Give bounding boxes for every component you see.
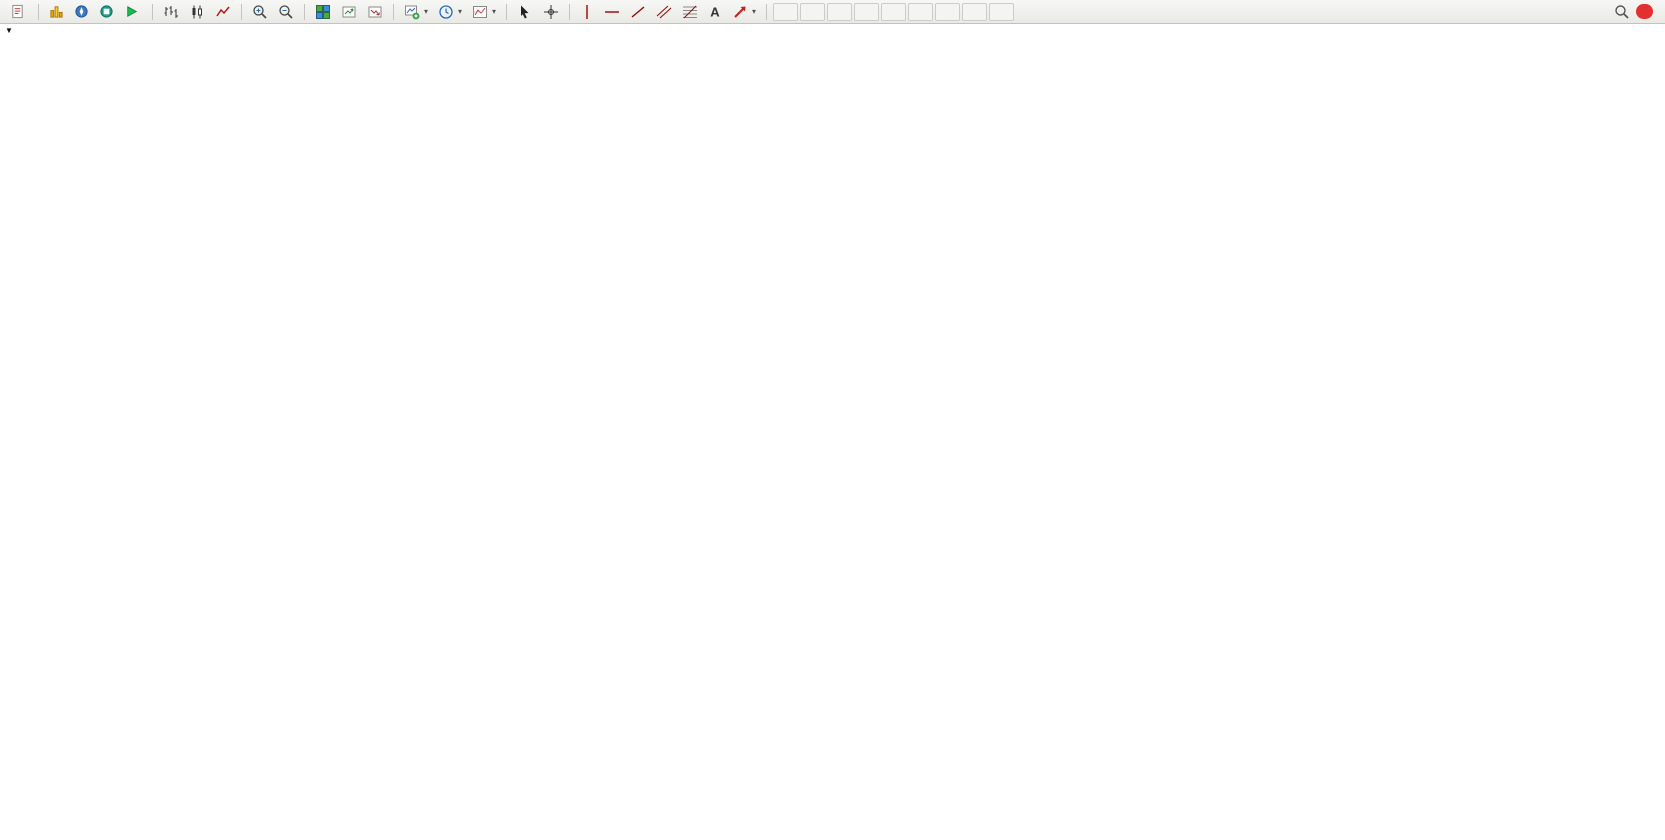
chart-line-button[interactable] <box>211 2 235 22</box>
timeframe-d1[interactable] <box>935 2 961 21</box>
channel-button[interactable] <box>652 2 676 22</box>
toolbar-separator <box>393 3 394 20</box>
notification-badge[interactable] <box>1636 4 1653 19</box>
arrange-up-icon <box>342 6 356 17</box>
svg-text:A: A <box>710 4 720 19</box>
text-label-button[interactable]: A <box>704 2 726 22</box>
tile-windows-button[interactable] <box>311 2 335 22</box>
templates-button[interactable]: ▾ <box>468 2 500 22</box>
search-button[interactable] <box>1610 2 1634 22</box>
trendline-button[interactable] <box>626 2 650 22</box>
chevron-down-icon: ▾ <box>492 7 497 16</box>
trendline-icon <box>631 5 645 18</box>
symbol-dropdown-icon[interactable]: ▼ <box>5 26 13 35</box>
chevron-down-icon: ▾ <box>458 7 463 16</box>
new-order-icon <box>12 4 23 19</box>
crosshair-icon <box>544 4 559 19</box>
new-order-button[interactable] <box>6 2 32 22</box>
chart-template-icon <box>473 5 488 18</box>
timeframe-h4[interactable] <box>908 2 934 21</box>
timeframe-m30[interactable] <box>854 2 880 21</box>
cursor-arrow-icon <box>521 5 529 18</box>
search-icon <box>1615 4 1629 19</box>
chevron-down-icon: ▾ <box>752 7 757 16</box>
arrows-button[interactable]: ▾ <box>728 2 760 22</box>
crosshair-button[interactable] <box>539 2 563 22</box>
navigator-button[interactable] <box>70 2 93 22</box>
cascade-windows-button[interactable] <box>363 2 387 22</box>
price-chart[interactable] <box>0 24 1568 786</box>
auto-trading-button[interactable] <box>120 2 146 22</box>
zoom-in-icon <box>253 4 267 19</box>
chart-window[interactable]: ▼ <box>0 24 1665 840</box>
add-indicator-button[interactable]: ▾ <box>400 2 432 22</box>
zoom-in-button[interactable] <box>248 2 272 22</box>
add-indicator-icon <box>405 5 420 19</box>
timeframe-w1[interactable] <box>962 2 988 21</box>
zoom-out-button[interactable] <box>274 2 298 22</box>
arrange-down-icon <box>368 6 382 17</box>
toolbar-separator <box>38 3 39 20</box>
timeframe-m1[interactable] <box>773 2 799 21</box>
timeframe-m5[interactable] <box>800 2 826 21</box>
chart-symbol-header: ▼ <box>5 26 18 35</box>
toolbar-separator <box>506 3 508 20</box>
market-watch-icon <box>50 6 63 18</box>
timeframe-m15[interactable] <box>827 2 853 21</box>
toolbar-separator <box>241 3 242 20</box>
chevron-down-icon: ▾ <box>424 7 429 16</box>
toolbar-separator <box>152 3 153 20</box>
arrange-windows-button[interactable] <box>337 2 361 22</box>
chart-candles-button[interactable] <box>185 2 209 22</box>
toolbar-separator <box>304 3 305 20</box>
periods-button[interactable]: ▾ <box>434 2 466 22</box>
cursor-button[interactable] <box>513 2 537 22</box>
line-chart-icon <box>216 6 230 16</box>
clock-icon <box>439 4 453 19</box>
arrow-object-icon <box>734 6 746 18</box>
candlestick-chart-icon <box>192 5 202 18</box>
main-toolbar: ▾ ▾ ▾ A ▾ <box>0 0 1665 24</box>
timeframe-mn[interactable] <box>989 2 1015 21</box>
tile-windows-icon <box>316 4 330 19</box>
zoom-out-icon <box>279 4 293 19</box>
market-watch-button[interactable] <box>45 2 68 22</box>
auto-trading-icon <box>127 6 138 17</box>
chart-bars-button[interactable] <box>159 2 183 22</box>
equidistant-channel-icon <box>656 5 672 18</box>
horizontal-line-icon <box>605 10 620 13</box>
navigator-icon <box>75 5 88 18</box>
timeframe-h1[interactable] <box>881 2 907 21</box>
horizontal-line-button[interactable] <box>600 2 624 22</box>
toolbar-separator <box>569 3 571 20</box>
toolbar-separator <box>766 3 768 20</box>
terminal-button[interactable] <box>95 2 118 22</box>
vertical-line-icon <box>586 4 588 19</box>
terminal-icon <box>100 5 113 18</box>
vertical-line-button[interactable] <box>576 2 598 22</box>
fibonacci-button[interactable] <box>678 2 702 22</box>
bar-chart-icon <box>164 5 178 18</box>
fibonacci-icon <box>683 5 698 18</box>
text-icon: A <box>710 4 720 19</box>
